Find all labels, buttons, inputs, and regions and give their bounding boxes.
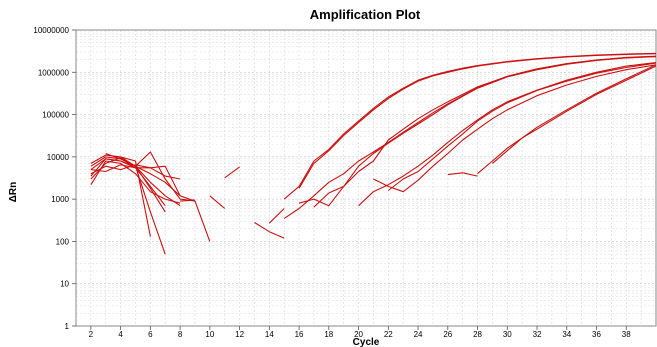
y-tick-label: 1000 [51, 195, 69, 204]
y-axis-title: ΔRn [8, 182, 19, 203]
series-line-7 [90, 151, 196, 202]
x-tick-label: 12 [235, 330, 244, 339]
x-tick-label: 38 [622, 330, 631, 339]
y-tick-label: 1000000 [38, 68, 70, 77]
x-tick-label: 14 [265, 330, 274, 339]
x-tick-label: 36 [592, 330, 601, 339]
series-group [90, 52, 656, 255]
y-tick-labels: 1 10 100 1000 10000 100000 1000000 10000000 [33, 26, 76, 331]
series-line-22 [387, 62, 656, 191]
x-tick-label: 2 [89, 330, 94, 339]
x-tick-label: 22 [384, 330, 393, 339]
series-line-11 [180, 199, 196, 202]
x-tick-label: 26 [443, 330, 452, 339]
series-line-10 [120, 156, 211, 242]
series-line-14 [254, 222, 285, 239]
series-line-24 [447, 172, 478, 177]
x-tick-label: 16 [295, 330, 304, 339]
series-line-21 [358, 61, 656, 207]
series-line-13 [224, 166, 240, 179]
x-tick-label: 4 [118, 330, 123, 339]
y-tick-label: 1 [65, 322, 70, 331]
series-line-3 [90, 160, 181, 204]
series-line-17 [298, 53, 656, 189]
x-tick-labels: 2 4 6 8 10 12 14 16 18 20 22 24 26 28 30 32 34 36 38 [89, 326, 631, 339]
y-tick-label: 10000000 [33, 26, 69, 35]
x-tick-label: 10 [205, 330, 214, 339]
series-line-20 [313, 56, 656, 208]
x-tick-label: 32 [533, 330, 542, 339]
series-line-23 [373, 64, 656, 193]
x-tick-label: 18 [324, 330, 333, 339]
plot-border [75, 29, 657, 327]
grid [76, 30, 657, 327]
series-line-12 [209, 195, 226, 209]
x-tick-label: 24 [414, 330, 423, 339]
x-tick-label: 8 [178, 330, 183, 339]
x-tick-label: 6 [148, 330, 153, 339]
series-line-15 [268, 208, 285, 224]
y-tick-label: 100000 [42, 111, 69, 120]
x-tick-label: 30 [503, 330, 512, 339]
series-line-5 [90, 164, 181, 180]
y-tick-label: 10 [60, 280, 69, 289]
x-axis-title: Cycle [353, 337, 380, 347]
x-tick-label: 28 [473, 330, 482, 339]
x-tick-label: 34 [562, 330, 571, 339]
y-tick-label: 100 [56, 237, 70, 246]
series-line-26 [492, 64, 656, 164]
series-line-1 [90, 158, 166, 207]
x-tick-label: 20 [354, 330, 363, 339]
y-tick-label: 10000 [47, 153, 70, 162]
chart-title: Amplification Plot [310, 7, 421, 22]
series-line-25 [477, 65, 656, 175]
